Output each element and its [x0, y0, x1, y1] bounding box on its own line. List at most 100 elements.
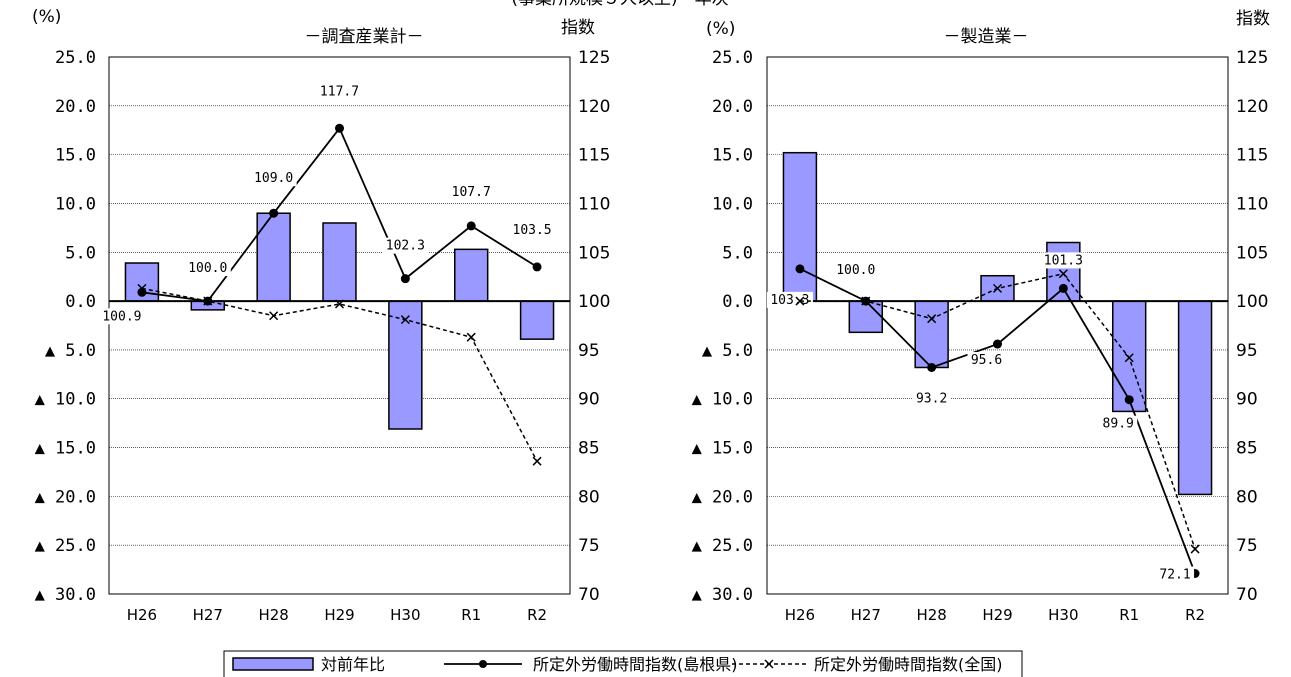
- legend-bar-label: 対前年比: [321, 655, 385, 674]
- left-tick-label: 5.0: [722, 243, 753, 263]
- left-axis-unit: (%): [32, 7, 61, 27]
- category-label: H27: [193, 606, 223, 624]
- shimane-point: [400, 274, 410, 284]
- left-tick-label: ▲ 5.0: [702, 341, 753, 361]
- bar-R2: [1177, 300, 1213, 496]
- data-label-bg: [967, 352, 1006, 369]
- bar-H29: [322, 222, 357, 302]
- legend-item-shimane: 所定外労働時間指数(島根県): [444, 655, 738, 674]
- right-tick-label: 95: [1236, 341, 1258, 361]
- right-tick-label: 85: [1236, 439, 1258, 459]
- shimane-point: [532, 262, 542, 272]
- data-label: 117.7: [320, 84, 359, 99]
- right-tick-label: 80: [1236, 487, 1258, 507]
- shimane-point: [466, 221, 476, 231]
- data-label-bg: [98, 308, 145, 325]
- data-label-bg: [1099, 415, 1138, 432]
- category-label: H29: [982, 606, 1012, 624]
- shimane-point: [269, 208, 279, 218]
- national-point: [1058, 269, 1068, 279]
- data-label: 100.0: [188, 261, 227, 276]
- legend-item-bar: 対前年比: [232, 655, 385, 674]
- right-tick-label: 120: [578, 97, 610, 117]
- left-tick-label: 25.0: [55, 48, 96, 68]
- right-tick-label: 100: [1236, 292, 1268, 312]
- data-label-bg: [509, 221, 556, 238]
- left-tick-label: ▲ 20.0: [35, 487, 96, 507]
- category-label: H30: [390, 606, 420, 624]
- data-label-bg: [766, 291, 813, 308]
- left-tick-label: ▲ 15.0: [35, 439, 96, 459]
- data-label-bg: [184, 260, 231, 277]
- right-axis-unit: 指数: [561, 18, 595, 38]
- data-label: 100.0: [836, 263, 875, 278]
- top-caption: (事業所規模５人以上) 年次: [511, 0, 728, 9]
- left-tick-label: ▲ 10.0: [692, 390, 753, 410]
- right-tick-label: 70: [1236, 585, 1258, 605]
- data-label: 103.5: [513, 223, 552, 238]
- category-label: H28: [916, 606, 946, 624]
- right-tick-label: 85: [578, 439, 600, 459]
- right-tick-label: 75: [1236, 536, 1258, 556]
- left-tick-label: 20.0: [55, 97, 96, 117]
- left-tick-label: ▲ 15.0: [692, 439, 753, 459]
- left-tick-label: 0.0: [65, 292, 96, 312]
- right-tick-label: 80: [578, 487, 600, 507]
- shimane-point: [335, 123, 344, 133]
- chart-manufacturing: －製造業－ (%) 指数 25.0 125 20.0 120 15.0 115 10.0 110 5.…: [692, 9, 1270, 624]
- right-tick-label: 70: [578, 585, 600, 605]
- right-tick-label: 115: [578, 146, 610, 166]
- data-label: 72.1: [1159, 567, 1190, 582]
- category-label: H29: [324, 606, 354, 624]
- left-tick-label: 15.0: [55, 146, 96, 166]
- shimane-point: [1058, 283, 1068, 293]
- category-label: R1: [1119, 606, 1139, 624]
- category-label: R2: [527, 606, 547, 624]
- right-tick-label: 75: [578, 536, 600, 556]
- left-tick-label: 20.0: [712, 97, 753, 117]
- left-tick-label: ▲ 10.0: [35, 390, 96, 410]
- data-label: 103.3: [770, 293, 809, 308]
- chart-title: －製造業－: [944, 27, 1029, 47]
- national-point: [466, 332, 476, 342]
- legend-national-label: 所定外労働時間指数(全国): [814, 655, 1003, 674]
- right-tick-label: 125: [578, 48, 610, 68]
- bar-H28: [256, 212, 291, 302]
- category-label: H26: [127, 606, 157, 624]
- bar-R1: [454, 248, 489, 302]
- national-index-line: [141, 287, 538, 462]
- right-tick-label: 95: [578, 341, 600, 361]
- national-point: [137, 283, 147, 293]
- shimane-point: [795, 264, 805, 274]
- data-label: 109.0: [254, 171, 293, 186]
- plot-area: [108, 56, 571, 595]
- national-point: [795, 296, 805, 306]
- shimane-point: [1124, 395, 1134, 405]
- right-tick-label: 120: [1236, 97, 1268, 117]
- data-label-bg: [382, 237, 429, 254]
- data-label-bg: [250, 170, 297, 187]
- data-label: 89.9: [1103, 417, 1134, 432]
- national-point: [203, 296, 213, 306]
- right-tick-label: 90: [578, 390, 600, 410]
- national-point: [334, 299, 345, 309]
- national-point: [532, 456, 542, 466]
- left-tick-label: ▲ 25.0: [692, 536, 753, 556]
- bar-H27: [848, 300, 883, 334]
- left-tick-label: ▲ 30.0: [692, 585, 753, 605]
- left-tick-label: ▲ 20.0: [692, 487, 753, 507]
- data-label-bg: [1040, 252, 1087, 269]
- left-tick-label: ▲ 5.0: [45, 341, 96, 361]
- left-tick-label: ▲ 30.0: [35, 585, 96, 605]
- left-tick-label: ▲ 25.0: [35, 536, 96, 556]
- right-tick-label: 115: [1236, 146, 1268, 166]
- data-label: 100.9: [102, 309, 141, 324]
- data-label: 101.3: [1044, 253, 1083, 268]
- right-tick-label: 105: [578, 243, 610, 263]
- category-label: R1: [461, 606, 481, 624]
- right-tick-label: 110: [578, 194, 610, 214]
- national-point: [1190, 544, 1200, 554]
- data-label-bg: [448, 183, 495, 200]
- legend-box: [223, 650, 1023, 677]
